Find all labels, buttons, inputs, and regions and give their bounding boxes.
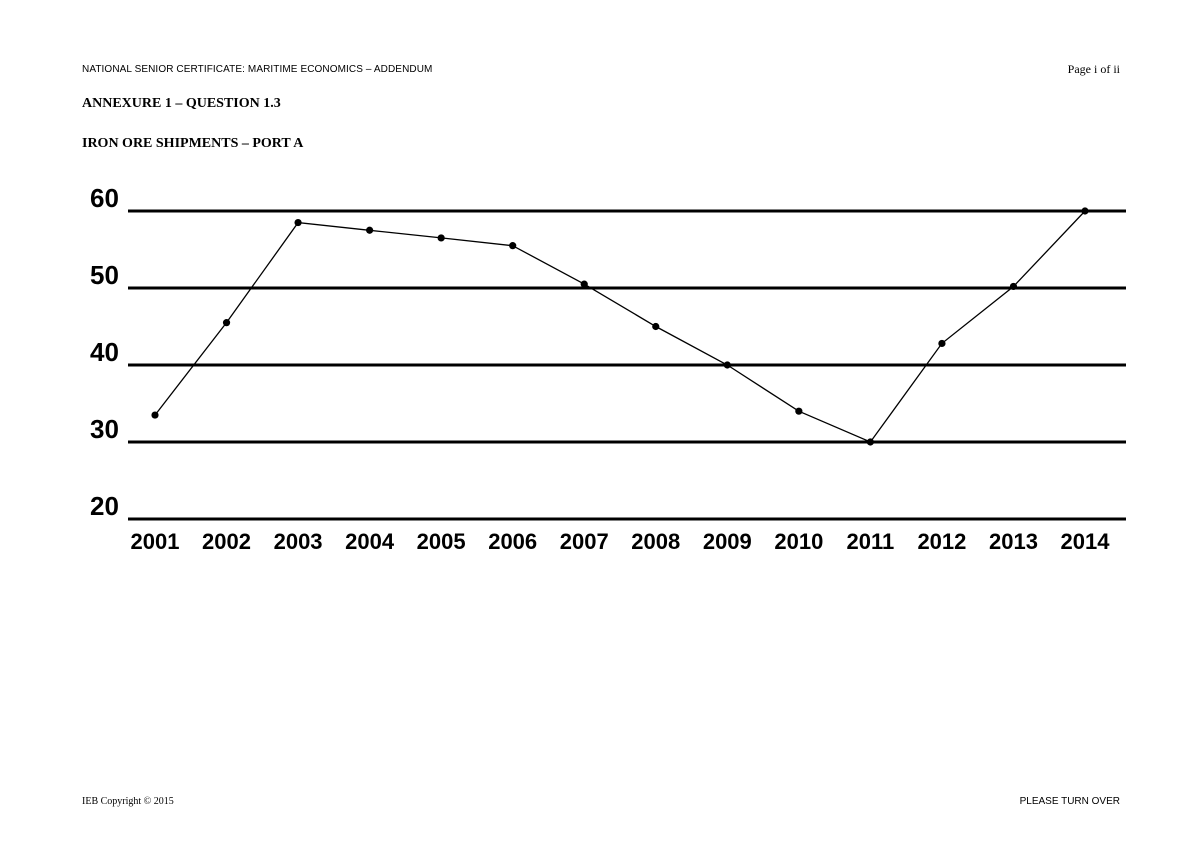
y-tick-label: 50 <box>90 260 119 290</box>
data-point <box>366 226 374 234</box>
data-point <box>795 407 803 415</box>
data-point <box>222 319 231 327</box>
y-tick-label: 20 <box>90 491 119 521</box>
x-tick-label: 2006 <box>488 529 537 554</box>
x-tick-label: 2009 <box>703 529 752 554</box>
data-point <box>580 280 588 288</box>
data-point <box>294 218 302 227</box>
data-point <box>1081 207 1089 215</box>
data-point <box>938 339 946 348</box>
x-tick-label: 2005 <box>417 529 466 554</box>
y-tick-label: 30 <box>90 414 119 444</box>
x-tick-label: 2008 <box>631 529 680 554</box>
data-point <box>723 361 731 369</box>
y-tick-label: 60 <box>90 183 119 213</box>
x-tick-label: 2010 <box>774 529 823 554</box>
data-point <box>151 411 159 419</box>
data-point <box>1009 282 1018 291</box>
x-tick-label: 2004 <box>345 529 395 554</box>
x-tick-label: 2007 <box>560 529 609 554</box>
data-point <box>866 438 874 446</box>
x-tick-label: 2011 <box>847 529 895 554</box>
y-tick-label: 40 <box>90 337 119 367</box>
x-tick-label: 2014 <box>1061 529 1111 554</box>
x-tick-label: 2013 <box>989 529 1038 554</box>
chart-title: IRON ORE SHIPMENTS – PORT A <box>82 136 304 151</box>
x-tick-label: 2001 <box>131 529 180 554</box>
data-point <box>652 322 660 331</box>
data-point <box>437 234 445 242</box>
annexure-title: ANNEXURE 1 – QUESTION 1.3 <box>82 96 281 111</box>
x-tick-label: 2003 <box>274 529 323 554</box>
series-line <box>154 210 1086 443</box>
x-tick-label: 2012 <box>917 529 966 554</box>
document-header: NATIONAL SENIOR CERTIFICATE: MARITIME EC… <box>82 64 433 75</box>
copyright-notice: IEB Copyright © 2015 <box>82 796 174 807</box>
turn-over-notice: PLEASE TURN OVER <box>1019 796 1120 807</box>
x-tick-label: 2002 <box>202 529 251 554</box>
data-point <box>509 242 517 250</box>
page-number: Page i of ii <box>1067 62 1120 76</box>
